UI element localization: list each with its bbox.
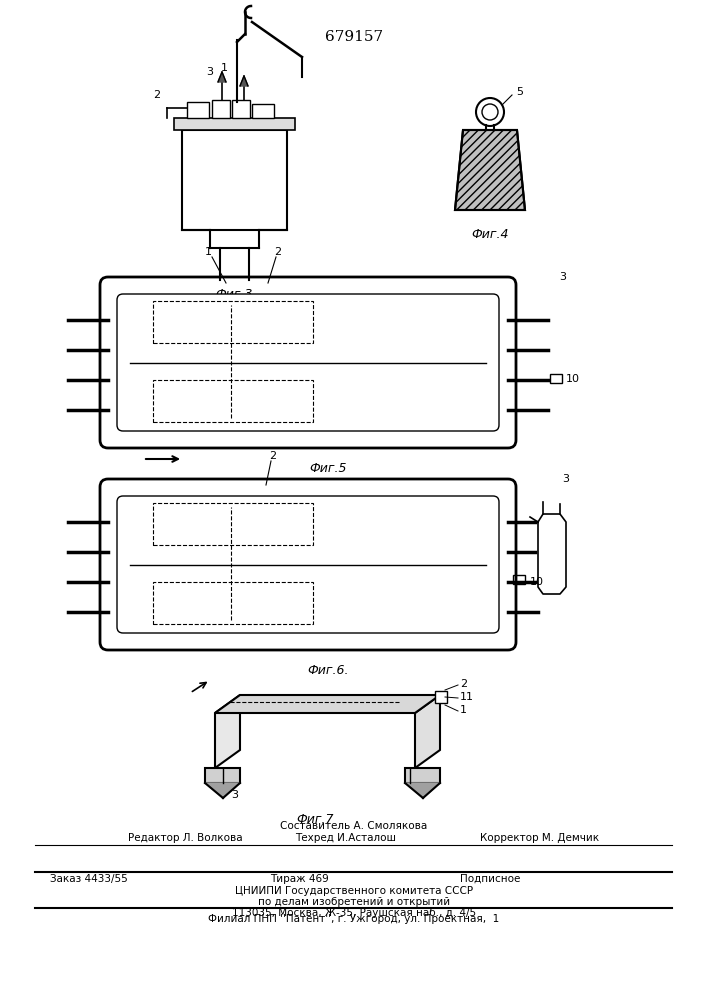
Polygon shape	[405, 783, 440, 798]
Text: 2: 2	[269, 451, 276, 461]
Polygon shape	[415, 695, 440, 768]
Text: 3: 3	[563, 474, 570, 484]
Text: Тираж 469: Тираж 469	[270, 874, 329, 884]
Bar	[153, 582, 313, 624]
Bar	[153, 301, 313, 343]
Text: 2: 2	[460, 679, 467, 689]
Text: 1: 1	[204, 247, 211, 257]
Text: Составитель А. Смолякова: Составитель А. Смолякова	[281, 821, 428, 831]
Text: Фиг.6.: Фиг.6.	[308, 664, 349, 677]
Bar	[550, 374, 562, 383]
Text: 10: 10	[530, 577, 544, 587]
Text: Филиал ПНП ''Патент'', г. Ужгород, ул. Проектная,  1: Филиал ПНП ''Патент'', г. Ужгород, ул. П…	[209, 914, 500, 924]
Polygon shape	[215, 695, 440, 713]
Text: 3: 3	[231, 790, 238, 800]
Polygon shape	[218, 72, 226, 82]
Polygon shape	[538, 514, 566, 594]
Text: 113035, Москва, Ж-35, Раушская наб., д. 4/5: 113035, Москва, Ж-35, Раушская наб., д. …	[232, 908, 476, 918]
Bar	[252, 104, 274, 118]
Text: 3: 3	[559, 272, 566, 282]
Text: Заказ 4433/55: Заказ 4433/55	[50, 874, 128, 884]
Text: 5: 5	[517, 87, 523, 97]
Text: Корректор М. Демчик: Корректор М. Демчик	[480, 833, 599, 843]
Text: Редактор Л. Волкова: Редактор Л. Волкова	[128, 833, 243, 843]
Text: ЦНИИПИ Государственного комитета СССР: ЦНИИПИ Государственного комитета СССР	[235, 886, 473, 896]
Bar	[435, 691, 447, 703]
Bar	[153, 380, 313, 422]
Text: 1: 1	[460, 705, 467, 715]
FancyBboxPatch shape	[117, 294, 499, 431]
FancyBboxPatch shape	[100, 277, 516, 448]
Text: Фиг.3: Фиг.3	[215, 288, 252, 301]
Text: Подписное: Подписное	[460, 874, 520, 884]
Bar	[153, 503, 313, 545]
Bar	[174, 118, 295, 130]
Text: 10: 10	[566, 374, 580, 384]
Bar	[212, 100, 230, 118]
Bar	[187, 102, 209, 118]
Text: 2: 2	[274, 247, 281, 257]
Text: 2: 2	[153, 90, 160, 100]
Text: 679157: 679157	[325, 30, 383, 44]
Polygon shape	[215, 695, 240, 768]
Polygon shape	[205, 783, 240, 798]
Text: 3: 3	[206, 67, 214, 77]
Text: Фиг.5: Фиг.5	[309, 462, 346, 475]
Bar	[205, 768, 240, 783]
Text: 1: 1	[221, 63, 228, 73]
Bar	[405, 768, 440, 783]
FancyBboxPatch shape	[117, 496, 499, 633]
Text: 11: 11	[460, 692, 474, 702]
Text: по делам изобретений и открытий: по делам изобретений и открытий	[258, 897, 450, 907]
Polygon shape	[240, 76, 248, 86]
Bar	[182, 130, 287, 230]
Bar	[513, 575, 525, 584]
Polygon shape	[455, 130, 525, 210]
Text: Фиг.7: Фиг.7	[296, 813, 334, 826]
Text: Техред И.Асталош: Техред И.Асталош	[295, 833, 396, 843]
Text: Фиг.4: Фиг.4	[472, 228, 509, 241]
Bar	[232, 100, 250, 118]
FancyBboxPatch shape	[100, 479, 516, 650]
